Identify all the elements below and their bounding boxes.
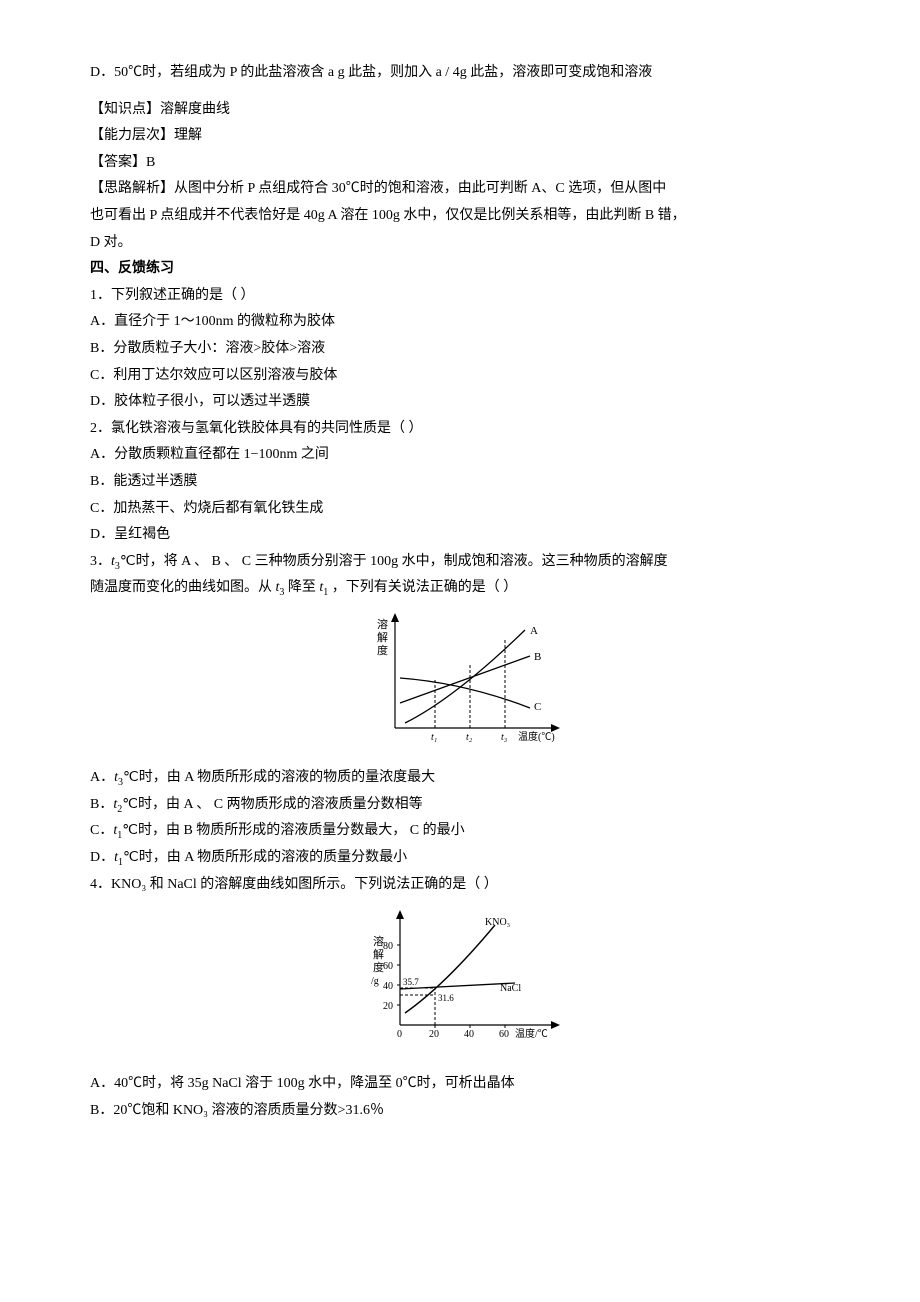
svg-text:度: 度 — [377, 643, 388, 657]
analysis-line: 【思路解析】从图中分析 P 点组成符合 30℃时的饱和溶液，由此可判断 A、C … — [90, 176, 840, 203]
analysis-line: 也可看出 P 点组成并不代表恰好是 40g A 溶在 100g 水中，仅仅是比例… — [90, 203, 840, 230]
svg-text:t₂: t₂ — [466, 732, 473, 743]
svg-text:60: 60 — [383, 961, 393, 972]
svg-text:C: C — [534, 701, 541, 713]
svg-text:20: 20 — [383, 1001, 393, 1012]
svg-text:80: 80 — [383, 941, 393, 952]
q1-option-d: D．胶体粒子很小，可以透过半透膜 — [90, 389, 840, 416]
q3-option-d: D．t1℃时，由 A 物质所形成的溶液的质量分数最小 — [90, 845, 840, 872]
prev-option-d: D．50℃时，若组成为 P 的此盐溶液含 a g 此盐，则加入 a / 4g 此… — [90, 60, 840, 87]
svg-text:20: 20 — [429, 1029, 439, 1040]
knowledge-point: 【知识点】溶解度曲线 — [90, 97, 840, 124]
svg-text:溶: 溶 — [377, 617, 388, 631]
q1-option-c: C．利用丁达尔效应可以区别溶液与胶体 — [90, 363, 840, 390]
svg-text:t₁: t₁ — [431, 732, 437, 743]
q3-stem-line1: 3．t3℃时，将 A 、 B 、 C 三种物质分别溶于 100g 水中，制成饱和… — [90, 549, 840, 576]
svg-text:40: 40 — [464, 1029, 474, 1040]
svg-text:40: 40 — [383, 981, 393, 992]
q3-option-b: B．t2℃时，由 A 、 C 两物质形成的溶液质量分数相等 — [90, 792, 840, 819]
ability-level: 【能力层次】理解 — [90, 123, 840, 150]
svg-text:B: B — [534, 651, 541, 663]
q2-option-d: D．呈红褐色 — [90, 522, 840, 549]
q4-option-a: A．40℃时，将 35g NaCl 溶于 100g 水中，降温至 0℃时，可析出… — [90, 1071, 840, 1098]
svg-text:t₃: t₃ — [501, 732, 508, 743]
q2-option-b: B．能透过半透膜 — [90, 469, 840, 496]
figure-2-kno3-nacl: 溶 解 度 /g 20 40 60 80 0 20 40 60 温度/℃ NaC… — [90, 905, 840, 1066]
svg-text:31.6: 31.6 — [438, 993, 454, 1003]
svg-text:温度/℃: 温度/℃ — [515, 1027, 548, 1040]
q3-stem-line2: 随温度而变化的曲线如图。从 t3 降至 t1 ，下列有关说法正确的是（ ） — [90, 575, 840, 602]
analysis-line: D 对。 — [90, 230, 840, 257]
section-heading: 四、反馈练习 — [90, 256, 840, 283]
q4-option-b: B．20℃饱和 KNO₃ 溶液的溶质质量分数>31.6％ — [90, 1098, 840, 1125]
svg-text:KNO₃: KNO₃ — [485, 917, 510, 928]
q3-option-a: A．t3℃时，由 A 物质所形成的溶液的物质的量浓度最大 — [90, 765, 840, 792]
q2-option-a: A．分散质颗粒直径都在 1−100nm 之间 — [90, 442, 840, 469]
svg-text:35.7: 35.7 — [403, 977, 419, 987]
svg-text:NaCl: NaCl — [500, 983, 521, 994]
figure-1-solubility-curves: 溶 解 度 A B C t₁ t₂ t₃ 温度(℃) — [90, 608, 840, 759]
q3-option-c: C．t1℃时，由 B 物质所形成的溶液质量分数最大， C 的最小 — [90, 818, 840, 845]
svg-text:解: 解 — [377, 630, 388, 644]
svg-text:60: 60 — [499, 1029, 509, 1040]
q2-option-c: C．加热蒸干、灼烧后都有氧化铁生成 — [90, 496, 840, 523]
svg-text:/g: /g — [371, 976, 379, 987]
svg-text:温度(℃): 温度(℃) — [518, 730, 555, 743]
q1-stem: 1．下列叙述正确的是（ ） — [90, 283, 840, 310]
answer: 【答案】B — [90, 150, 840, 177]
q1-option-a: A．直径介于 1～100nm 的微粒称为胶体 — [90, 309, 840, 336]
q4-stem: 4．KNO₃ 和 NaCl 的溶解度曲线如图所示。下列说法正确的是（ ） — [90, 872, 840, 899]
svg-text:A: A — [530, 625, 538, 637]
q1-option-b: B．分散质粒子大小：溶液>胶体>溶液 — [90, 336, 840, 363]
q2-stem: 2．氯化铁溶液与氢氧化铁胶体具有的共同性质是（ ） — [90, 416, 840, 443]
svg-text:0: 0 — [397, 1029, 402, 1040]
